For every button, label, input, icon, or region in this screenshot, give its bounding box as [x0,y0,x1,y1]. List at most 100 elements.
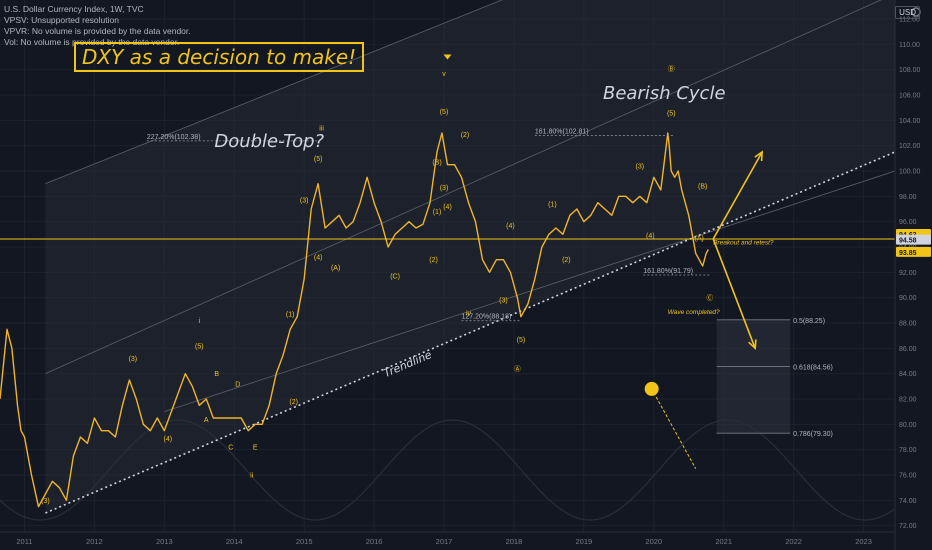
wave-label: (4) [314,255,323,262]
annotation-large: Double-Top? [214,131,324,152]
y-tick-label: 74.00 [899,498,917,505]
wave-label: (2) [429,257,438,264]
projection-down-arrow-head [748,339,757,351]
y-tick-label: 72.00 [899,523,917,530]
legend-line-vpvr: VPVR: No volume is provided by the data … [4,26,191,36]
y-tick-label: 82.00 [899,397,917,404]
x-tick-label: 2017 [436,537,453,546]
projection-up-arrow [712,151,763,240]
wave-label: (5) [517,337,526,344]
legend-line-vpsv: VPSV: Unsupported resolution [4,15,119,25]
x-tick-label: 2022 [785,537,802,546]
wave-label: Ⓑ [668,65,675,73]
settings-gear-icon[interactable] [911,7,921,17]
wave-label: B [214,371,219,378]
wave-label: (1) [548,201,557,208]
price-label: 93.85 [899,250,917,257]
y-tick-label: 98.00 [899,194,917,201]
wave-label: (5) [314,156,323,163]
y-tick-label: 102.00 [899,143,921,150]
wave-label: (A) [331,265,340,272]
wave-label: (5) [667,110,676,117]
x-tick-label: 2020 [645,537,662,546]
channel-top-line [45,0,503,185]
fib-extension-label: 227.20%(102.38) [147,134,201,141]
fib-retracement-box [716,319,791,434]
wave-label: (1) [286,312,295,319]
wave-label: (4) [443,204,452,211]
wave-label: ii [250,473,254,480]
y-tick-label: 80.00 [899,422,917,429]
x-axis-panel [0,532,932,550]
y-tick-label: 106.00 [899,93,921,100]
cycle-dot [644,381,659,396]
x-tick-label: 2016 [366,537,383,546]
y-tick-label: 78.00 [899,447,917,454]
wave-label: (B) [432,160,441,167]
wave-label: iii [319,125,324,132]
wave-label: (B) [698,184,707,191]
channel-mid-line [45,0,882,375]
wave-label: (C) [390,274,400,281]
wave-label: Ⓒ [706,294,713,302]
x-tick-label: 2019 [576,537,593,546]
wave-label: i [198,318,200,325]
x-tick-label: 2012 [86,537,103,546]
wave-v-marker [443,54,452,60]
fib-level-label: 0.5(88.25) [793,318,825,325]
fib-level-label: 0.618(84.56) [793,365,833,372]
y-tick-label: 92.00 [899,270,917,277]
wave-label: (4) [646,233,655,240]
wave-label: D [235,381,240,388]
wave-label: (1) [433,209,442,216]
y-axis-panel [895,0,932,550]
wave-label: (3) [440,185,449,192]
y-tick-label: 96.00 [899,219,917,226]
cycle-arrow [653,392,697,469]
x-tick-label: 2014 [226,537,243,546]
y-tick-label: 100.00 [899,169,921,176]
y-tick-label: 104.00 [899,118,921,125]
wave-label: (5) [195,343,204,350]
wave-label: Ⓐ [514,365,521,373]
price-series-line [0,132,709,508]
y-tick-label: 110.00 [899,42,920,49]
wave-label: (3) [41,498,50,505]
x-tick-label: 2015 [296,537,313,546]
wave-label: (4) [164,436,173,443]
wave-label: v [442,71,446,78]
price-label-box [896,234,931,245]
channel-inner-line [164,170,896,413]
wave-label: E [253,445,258,452]
annotation-note: Wave completed? [668,309,720,316]
x-tick-label: 2018 [506,537,523,546]
y-tick-label: 108.00 [899,67,921,74]
currency-badge[interactable]: USD [895,6,920,19]
annotation-large: Bearish Cycle [603,83,726,104]
wave-label: iv [466,310,472,317]
y-tick-label: 76.00 [899,473,917,480]
y-tick-label: 86.00 [899,346,917,353]
y-tick-label: 88.00 [899,321,917,328]
fib-extension-label: 161.80%(91.79) [643,268,693,275]
annotation-note: Breakout and retest? [713,239,774,246]
projection-down-arrow [712,238,756,349]
wave-label: (2) [289,399,298,406]
wave-label: A [204,417,209,424]
wave-label: (4) [506,223,515,230]
y-tick-label: 84.00 [899,371,917,378]
x-tick-label: 2013 [156,537,173,546]
wave-label: (3) [636,163,645,170]
wave-label: (3) [129,356,138,363]
x-tick-label: 2023 [855,537,872,546]
wave-label: C [228,445,233,452]
wave-label: (3) [499,298,508,305]
x-tick-label: 2021 [715,537,732,546]
settings-gear-circle [911,7,921,17]
wave-label: (A) [695,236,704,243]
headline-text: DXY as a decision to make! [82,45,357,69]
fib-extension-label: 127.20%(88.18) [461,314,511,321]
trendline [45,151,896,514]
